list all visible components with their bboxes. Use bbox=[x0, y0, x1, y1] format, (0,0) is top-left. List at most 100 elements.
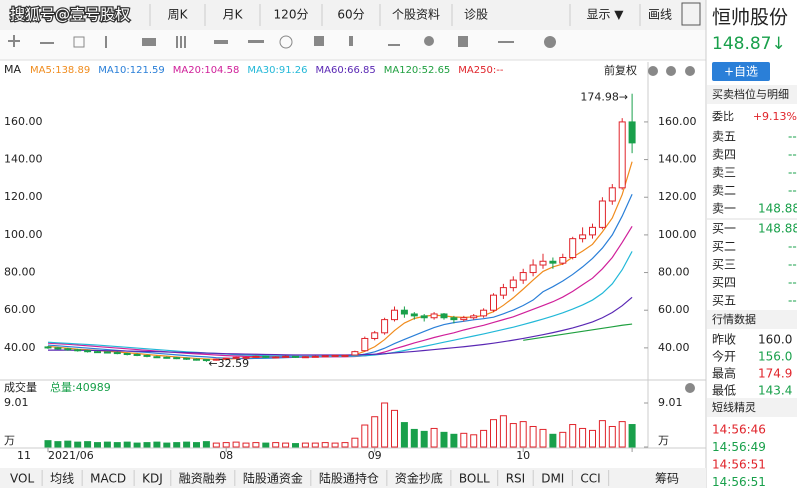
quote-label: 卖二 bbox=[712, 184, 736, 198]
candle-body bbox=[499, 287, 507, 296]
quote-value: -- bbox=[788, 148, 797, 162]
tab[interactable]: 画线 bbox=[648, 8, 672, 22]
quote-value: 143.4 bbox=[758, 384, 792, 398]
ma-label: MA bbox=[4, 63, 21, 76]
quote-label: 卖四 bbox=[712, 148, 736, 162]
low-annotation: ←32.59 bbox=[208, 357, 249, 370]
y-tick-label: 140.00 bbox=[4, 153, 43, 166]
quote-label: 买一 bbox=[712, 222, 736, 236]
candle-body bbox=[143, 354, 151, 357]
candle-body bbox=[440, 313, 448, 319]
candle-body bbox=[54, 347, 62, 350]
zoom-in[interactable] bbox=[648, 66, 658, 76]
y-tick-label-right: 160.00 bbox=[658, 115, 697, 128]
quote-label: 卖一 bbox=[712, 202, 736, 216]
tab[interactable]: 120分 bbox=[274, 8, 309, 22]
volume-bar bbox=[361, 424, 369, 448]
indicator-tab[interactable]: BOLL bbox=[459, 472, 490, 486]
volume-bar bbox=[608, 425, 616, 448]
volume-bar bbox=[381, 402, 389, 448]
quote-value: 156.0 bbox=[758, 350, 792, 364]
candle-body bbox=[569, 238, 577, 258]
quote-value: -- bbox=[788, 258, 797, 272]
vol-settings[interactable] bbox=[685, 383, 695, 393]
indicator-tab[interactable]: 资金抄底 bbox=[395, 471, 443, 486]
quote-value: 148.88 bbox=[758, 202, 797, 216]
indicator-tab[interactable]: DMI bbox=[541, 472, 564, 486]
candle-body bbox=[381, 319, 389, 334]
volume-bar bbox=[440, 431, 448, 448]
y-tick-label-right: 140.00 bbox=[658, 153, 697, 166]
ratio: +9.13% bbox=[753, 110, 797, 123]
tab[interactable]: 显示 ▼ bbox=[586, 8, 624, 22]
candle-body bbox=[252, 355, 260, 358]
volume-bar bbox=[173, 442, 181, 448]
quote-value: 160.0 bbox=[758, 333, 792, 347]
indicator-tab[interactable]: MACD bbox=[90, 472, 126, 486]
tab[interactable]: 诊股 bbox=[464, 8, 488, 22]
indicator-tab[interactable]: RSI bbox=[506, 472, 526, 486]
settings[interactable] bbox=[685, 66, 695, 76]
volume-bar bbox=[499, 415, 507, 448]
toolbar-bg bbox=[0, 0, 706, 30]
volume-bar bbox=[539, 428, 547, 448]
volume-bar bbox=[430, 427, 438, 448]
candle-body bbox=[292, 355, 299, 358]
volume-bar bbox=[410, 428, 418, 448]
indicator-tab[interactable]: CCI bbox=[580, 472, 600, 486]
volume-bar bbox=[44, 440, 52, 448]
x-tick-label: 09 bbox=[368, 449, 382, 462]
add-watch[interactable] bbox=[712, 62, 770, 81]
quote-value: -- bbox=[788, 166, 797, 180]
volume-bar bbox=[569, 424, 577, 448]
sprite-time: 14:56:46 bbox=[712, 423, 766, 437]
candle-body bbox=[64, 348, 72, 351]
zoom-out[interactable] bbox=[666, 66, 676, 76]
candle-body bbox=[103, 351, 111, 354]
indicator-tab[interactable]: 陆股通资金 bbox=[243, 471, 303, 486]
tab[interactable]: 月K bbox=[223, 8, 244, 22]
volume-bar bbox=[549, 433, 557, 448]
tabs-bg bbox=[0, 468, 706, 488]
candle-body bbox=[470, 315, 478, 319]
indicator-tab[interactable]: KDJ bbox=[142, 472, 163, 486]
side-toggle[interactable] bbox=[681, 2, 701, 26]
volume-bar bbox=[252, 442, 260, 448]
indicator-tab[interactable]: VOL bbox=[10, 472, 34, 486]
candle-body bbox=[480, 309, 488, 317]
candle-body bbox=[410, 313, 418, 317]
y-tick-label: 60.00 bbox=[4, 303, 36, 316]
volume-title: 成交量 bbox=[4, 380, 37, 394]
candle-body bbox=[519, 272, 527, 281]
indicator-tab[interactable]: 融资融券 bbox=[179, 471, 227, 486]
candle-body bbox=[539, 260, 547, 266]
add-watch-label: +自选 bbox=[724, 65, 758, 79]
market-bg bbox=[707, 310, 797, 329]
candle-body bbox=[618, 121, 626, 189]
indicator-tab[interactable]: 筹码 bbox=[655, 472, 679, 486]
x-tick-label: 2021/06 bbox=[48, 449, 94, 462]
tab[interactable]: 周K bbox=[168, 8, 189, 22]
tab[interactable]: 个股资料 bbox=[392, 8, 440, 22]
indicator-tab[interactable]: 陆股通持仓 bbox=[319, 471, 379, 486]
indicator-tab[interactable]: 均线 bbox=[50, 472, 74, 486]
volume-bar bbox=[153, 441, 161, 448]
volume-bar bbox=[331, 442, 339, 448]
volume-bar bbox=[351, 437, 359, 448]
candle-body bbox=[509, 279, 517, 289]
candle-body bbox=[202, 359, 210, 362]
candle-body bbox=[74, 349, 82, 352]
volume-bar bbox=[262, 442, 270, 448]
x-tick-label: 11 bbox=[17, 449, 31, 462]
volume-bar bbox=[202, 441, 210, 448]
legend-entry: MA5:138.89 bbox=[30, 65, 90, 76]
sprite-time: 14:56:51 bbox=[712, 475, 766, 488]
tab[interactable]: 60分 bbox=[337, 8, 364, 22]
candle-body bbox=[430, 313, 438, 319]
depth-bg bbox=[707, 85, 797, 104]
candle-body bbox=[331, 354, 339, 357]
y-tick-label: 100.00 bbox=[4, 228, 43, 241]
legend-entry: MA20:104.58 bbox=[173, 65, 240, 76]
vol-tick-label-right: 万 bbox=[658, 434, 669, 447]
volume-bar bbox=[163, 442, 171, 448]
